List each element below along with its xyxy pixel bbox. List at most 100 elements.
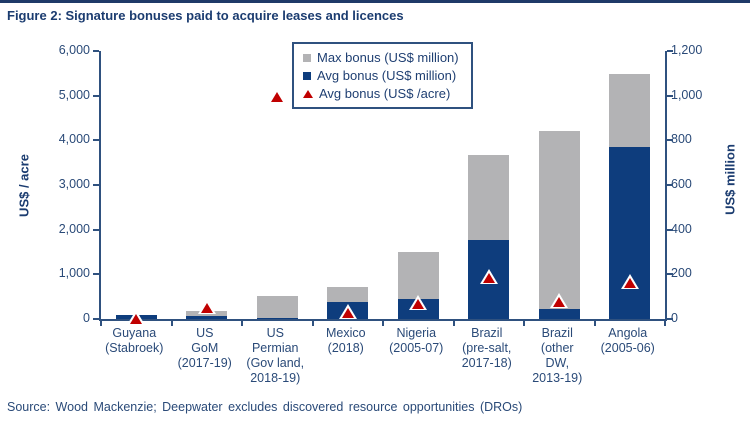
x-axis-tick-mark [311, 321, 314, 326]
x-axis-category-label: Brazil (other DW, 2013-19) [514, 326, 601, 386]
x-axis-label-line: 2018-19) [250, 371, 301, 385]
x-axis-label-line: Mexico [325, 326, 366, 340]
left-tick-mark [93, 139, 99, 142]
left-tick-mark [93, 50, 99, 52]
x-axis-label-line: DW, [545, 356, 570, 370]
x-axis-category-label: Nigeria (2005-07) [373, 326, 460, 356]
left-tick-mark [93, 184, 99, 186]
left-tick-mark [93, 273, 99, 276]
legend-item-label: Max bonus (US$ million) [317, 50, 459, 65]
bar-avg-bonus [186, 316, 228, 319]
x-axis-label-line: GoM [191, 341, 219, 355]
left-axis-tick: 4,000 [58, 132, 90, 147]
legend-item: Max bonus (US$ million) [303, 50, 459, 65]
legend-item: Avg bonus (US$ /acre) [303, 86, 459, 101]
x-axis-label-line: (Stabroek) [105, 341, 164, 355]
left-axis-tick: 0 [83, 311, 90, 325]
x-axis-tick-mark [382, 321, 384, 326]
x-axis-label-line: (2005-07) [389, 341, 444, 355]
right-axis-tick-labels: 0 200 400 600 800 1,000 1,200 [671, 43, 741, 325]
x-axis-label-line: 2017-18) [461, 356, 512, 370]
right-tick-mark [667, 184, 673, 186]
bar-avg-bonus [609, 147, 651, 319]
avg-bonus-per-acre-marker [338, 304, 357, 320]
right-tick-mark [667, 228, 673, 231]
right-axis-tick: 1,200 [671, 43, 703, 57]
x-axis-tick-mark [523, 321, 525, 326]
x-axis-category-label: Guyana (Stabroek) [91, 326, 178, 356]
legend-square-icon [303, 53, 311, 62]
x-axis-category-label: Brazil (pre-salt, 2017-18) [444, 326, 531, 371]
legend-triangle-icon [303, 89, 313, 98]
legend-square-icon [303, 71, 311, 80]
left-tick-mark [93, 318, 99, 320]
avg-bonus-per-acre-marker [620, 273, 639, 289]
x-axis-label-line: 2013-19) [532, 371, 583, 385]
bar-avg-bonus [256, 318, 298, 319]
avg-bonus-per-acre-marker [479, 268, 498, 284]
right-tick-mark [667, 273, 673, 276]
chart-legend: Max bonus (US$ million) Avg bonus (US$ mi… [292, 42, 473, 109]
x-axis-tick-mark [241, 321, 243, 326]
x-axis-label-line: (2005-06) [600, 341, 655, 355]
legend-item-label: Avg bonus (US$ /acre) [319, 86, 451, 101]
left-tick-mark [93, 228, 99, 231]
plot-area [93, 50, 673, 326]
x-axis-category-label: US Permian (Gov land, 2018-19) [232, 326, 319, 386]
x-axis-label-line: Brazil [471, 326, 503, 340]
right-axis-tick: 200 [671, 266, 692, 281]
x-axis-tick-mark [593, 321, 596, 326]
x-axis-tick-mark [100, 321, 102, 326]
figure-title: Figure 2: Signature bonuses paid to acqu… [7, 8, 404, 23]
avg-bonus-per-acre-marker [268, 87, 287, 103]
avg-bonus-per-acre-marker [409, 295, 428, 311]
left-axis-tick: 5,000 [58, 87, 90, 102]
right-axis-tick: 600 [671, 177, 692, 191]
bar-max-bonus [538, 131, 580, 319]
right-tick-mark [667, 94, 673, 97]
avg-bonus-per-acre-marker [550, 293, 569, 309]
left-axis-tick-labels: 0 1,000 2,000 3,000 4,000 5,000 6,000 [0, 43, 90, 325]
x-axis-labels: Guyana (Stabroek) US GoM (2017-19) US Permian(… [99, 326, 663, 390]
legend-item: Avg bonus (US$ million) [303, 68, 459, 83]
x-axis-label-line: (pre-salt, [462, 341, 512, 355]
right-axis-tick: 400 [671, 221, 692, 236]
x-axis-label-line: US [196, 326, 214, 340]
source-note: Source: Wood Mackenzie; Deepwater exclud… [7, 400, 523, 414]
right-axis-tick: 1,000 [671, 87, 703, 102]
left-axis-tick: 1,000 [58, 266, 90, 281]
avg-bonus-per-acre-marker [127, 309, 146, 325]
left-axis-tick: 3,000 [58, 177, 90, 191]
top-border-rule [0, 0, 750, 3]
x-axis-label-line: US [266, 326, 284, 340]
avg-bonus-per-acre-marker [197, 298, 216, 314]
bar-max-bonus [256, 295, 298, 319]
x-axis-label-line: Permian [251, 341, 299, 355]
right-axis-tick: 800 [671, 132, 692, 147]
legend-item-label: Avg bonus (US$ million) [317, 68, 457, 83]
x-axis-tick-mark [452, 321, 455, 326]
x-axis-label-line: (2017-19) [177, 356, 232, 370]
right-tick-mark [667, 318, 673, 320]
x-axis-label-line: Angola [608, 326, 648, 340]
x-axis-tick-mark [664, 321, 666, 326]
right-tick-mark [667, 139, 673, 142]
x-axis-label-line: (2018) [327, 341, 364, 355]
left-tick-mark [93, 94, 99, 97]
x-axis-category-label: US GoM (2017-19) [162, 326, 249, 371]
right-tick-mark [667, 50, 673, 52]
x-axis-label-line: Brazil [541, 326, 573, 340]
x-axis-category-label: Angola (2005-06) [585, 326, 672, 356]
x-axis-label-line: Guyana [112, 326, 157, 340]
left-axis-tick: 2,000 [58, 221, 90, 236]
x-axis-category-label: Mexico (2018) [303, 326, 390, 356]
x-axis-label-line: (other [540, 341, 574, 355]
left-axis-tick: 6,000 [58, 43, 90, 57]
bar-avg-bonus [538, 308, 580, 319]
x-axis-label-line: (Gov land, [246, 356, 305, 370]
right-axis-tick: 0 [671, 311, 678, 325]
bar-max-bonus [186, 311, 228, 319]
x-axis-tick-mark [170, 321, 173, 326]
x-axis-label-line: Nigeria [396, 326, 437, 340]
